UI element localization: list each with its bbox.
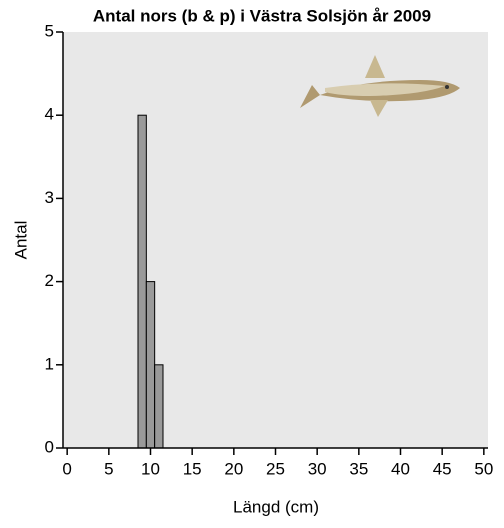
bar: [145, 281, 156, 449]
bar: [137, 114, 147, 449]
x-tick-label: 50: [474, 459, 493, 478]
y-tick-label: 5: [45, 21, 54, 40]
fish-illustration: [295, 55, 460, 117]
x-tick-label: 15: [183, 459, 202, 478]
chart-title: Antal nors (b & p) i Västra Solsjön år 2…: [93, 6, 431, 25]
x-tick-label: 0: [62, 459, 71, 478]
y-tick-label: 0: [45, 437, 54, 456]
x-tick-label: 10: [141, 459, 160, 478]
bar: [154, 364, 164, 449]
x-tick-label: 40: [391, 459, 410, 478]
x-tick-label: 20: [224, 459, 243, 478]
x-tick-label: 30: [308, 459, 327, 478]
y-tick-label: 3: [45, 188, 54, 207]
y-tick-label: 2: [45, 271, 54, 290]
x-tick-label: 45: [433, 459, 452, 478]
y-tick-label: 4: [45, 105, 54, 124]
x-tick-label: 25: [266, 459, 285, 478]
y-tick-label: 1: [45, 354, 54, 373]
plot-area: [63, 32, 488, 448]
x-tick-label: 35: [349, 459, 368, 478]
x-tick-label: 5: [104, 459, 113, 478]
x-axis-label: Längd (cm): [233, 497, 319, 516]
y-axis-label: Antal: [11, 221, 30, 260]
